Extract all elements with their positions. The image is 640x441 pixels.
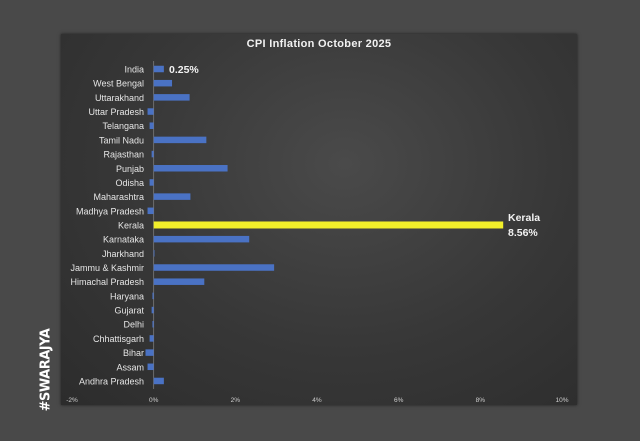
bar: [153, 94, 190, 101]
data-label: 0.25%: [169, 64, 199, 76]
category-label: Maharashtra: [93, 192, 144, 202]
x-tick-label: 8%: [476, 397, 486, 404]
category-label: Haryana: [110, 291, 144, 301]
category-label: Andhra Pradesh: [79, 376, 144, 386]
category-label: Tamil Nadu: [99, 135, 144, 145]
bar: [153, 193, 191, 200]
bar: [152, 292, 154, 300]
bar: [153, 165, 228, 172]
brand-watermark: #SWARAJYA: [38, 328, 54, 412]
bar: [153, 235, 250, 243]
bar: [153, 278, 205, 285]
bar: [153, 221, 504, 229]
category-label: Punjab: [116, 164, 144, 174]
category-label: Jharkhand: [102, 249, 144, 259]
category-label: Telangana: [102, 121, 144, 131]
category-label: Uttar Pradesh: [88, 107, 144, 117]
category-label: Assam: [116, 362, 144, 372]
category-label: Kerala: [118, 220, 144, 230]
bar: [147, 207, 154, 215]
bar: [151, 150, 154, 158]
x-tick-label: 2%: [231, 397, 241, 404]
category-label: Delhi: [123, 320, 144, 330]
bar: [149, 179, 154, 186]
bar: [147, 363, 154, 371]
bar: [151, 306, 154, 314]
bar: [153, 79, 173, 87]
bar: [153, 136, 207, 144]
x-tick-label: -2%: [66, 397, 78, 404]
x-tick-label: 10%: [555, 397, 568, 404]
bar: [152, 320, 154, 328]
data-label: 8.56%: [508, 227, 538, 239]
category-label: India: [124, 65, 144, 75]
bar: [153, 65, 164, 73]
bar: [145, 349, 154, 356]
chart-area: [61, 34, 577, 405]
category-label: Odisha: [115, 178, 144, 188]
category-label: Gujarat: [114, 306, 144, 316]
category-label: Karnataka: [103, 235, 144, 245]
category-label: Jammu & Kashmir: [70, 263, 144, 273]
chart-title: CPI Inflation October 2025: [246, 38, 392, 50]
bar: [153, 377, 164, 385]
category-label: Bihar: [123, 348, 144, 358]
category-label: Chhattisgarh: [93, 334, 144, 344]
bar: [149, 335, 154, 342]
category-label: Uttarakhand: [95, 93, 144, 103]
bar: [149, 122, 154, 129]
bar: [153, 250, 155, 257]
category-label: West Bengal: [93, 79, 144, 89]
bar: [153, 264, 275, 271]
x-tick-label: 6%: [394, 397, 404, 404]
data-label: Kerala: [508, 212, 540, 224]
category-label: Rajasthan: [103, 150, 144, 160]
category-label: Madhya Pradesh: [76, 206, 144, 216]
bar: [147, 108, 154, 115]
category-label: Himachal Pradesh: [70, 277, 144, 287]
x-tick-label: 4%: [312, 397, 322, 404]
x-tick-label: 0%: [149, 397, 159, 404]
